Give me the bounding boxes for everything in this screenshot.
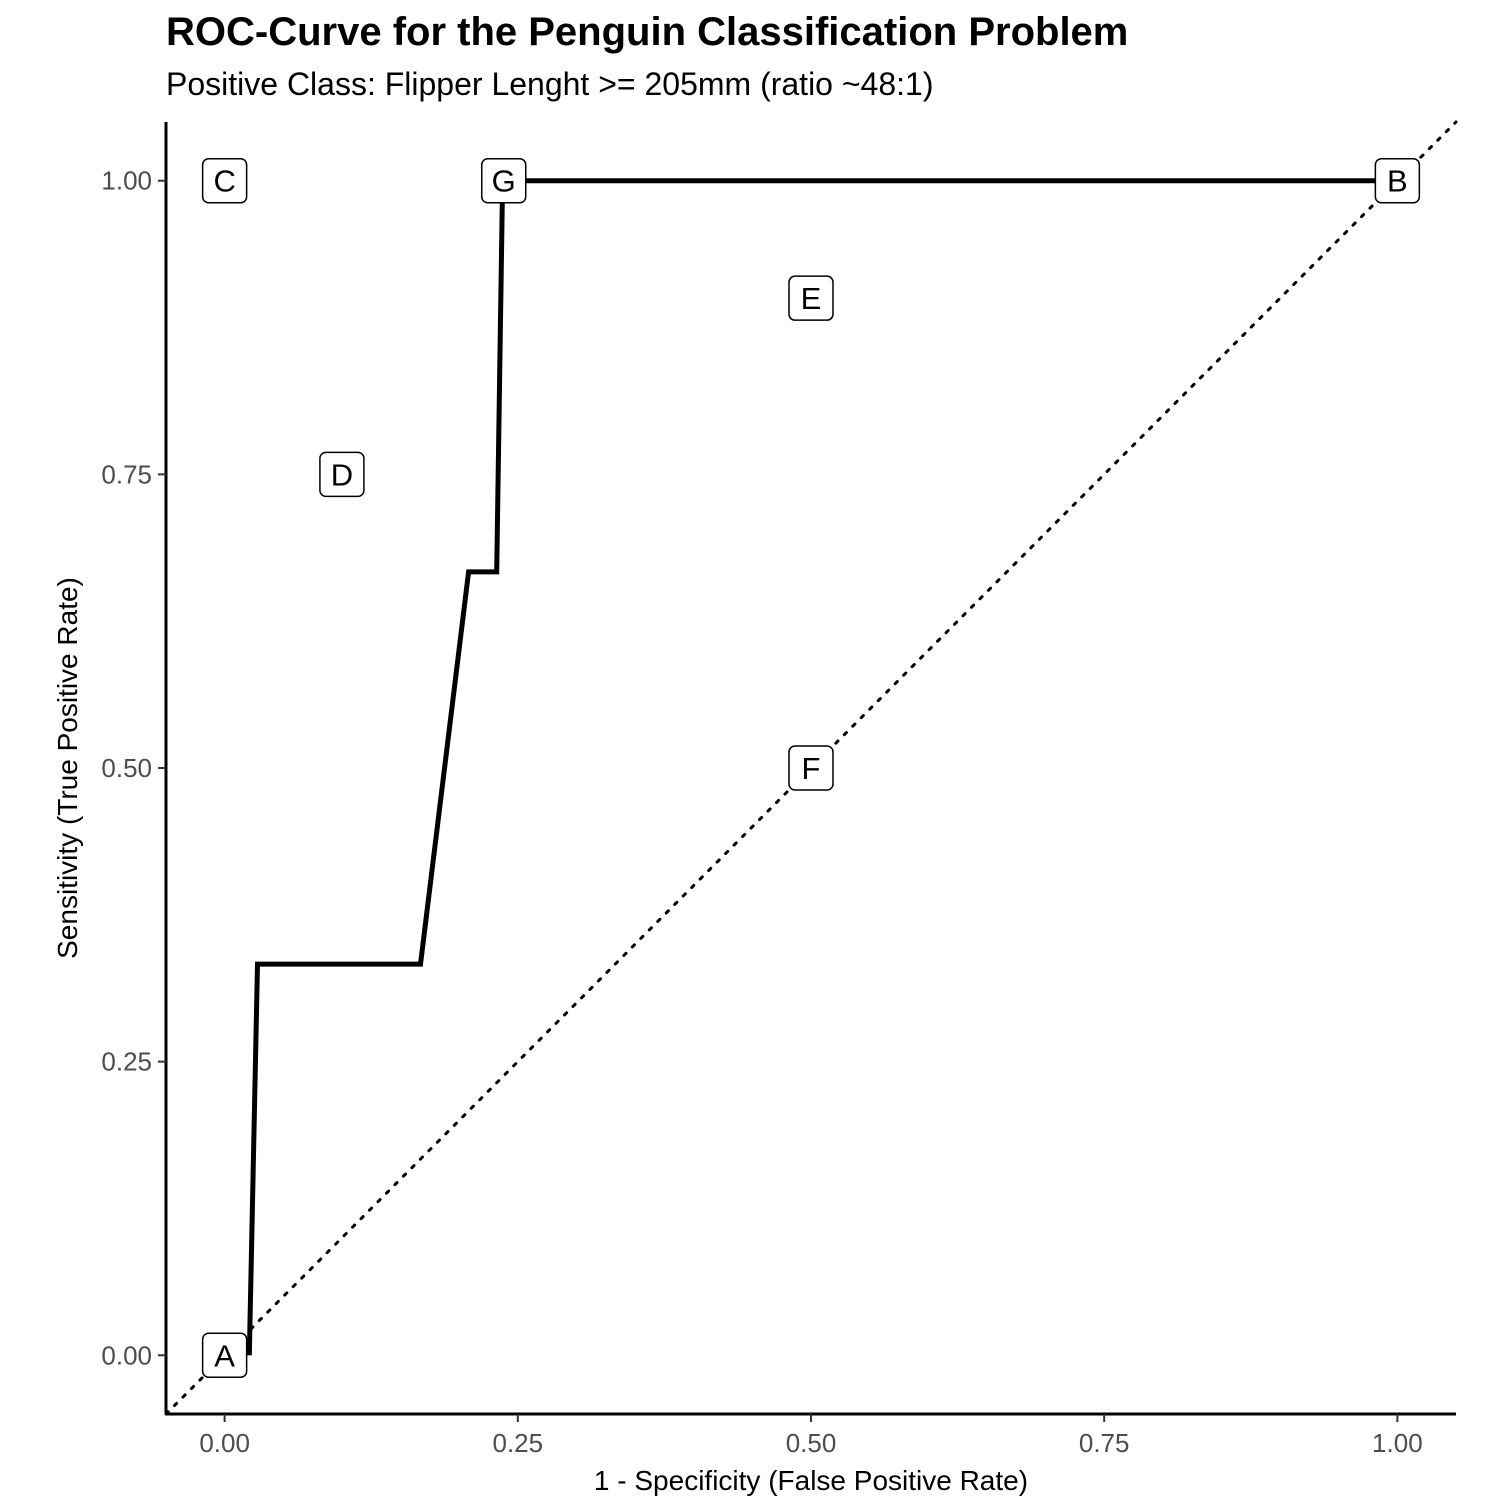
- x-tick-label: 0.50: [786, 1428, 837, 1458]
- point-label-box: [788, 275, 834, 321]
- x-tick-label: 0.00: [199, 1428, 250, 1458]
- y-tick-label: 0.50: [101, 753, 152, 783]
- y-tick-label: 1.00: [101, 166, 152, 196]
- point-label: E: [801, 281, 822, 316]
- point-label: B: [1387, 164, 1408, 199]
- point-label: D: [331, 457, 353, 492]
- plot-area: 0.00 0.25 0.50 0.75 1.00 0.00 0.25 0.50 0.75 1.00…: [101, 120, 1458, 1458]
- point-label-box: [788, 745, 834, 791]
- point-label: F: [802, 751, 821, 786]
- point-label-box: [319, 451, 365, 498]
- x-axis-title: 1 - Specificity (False Positive Rate): [594, 1465, 1028, 1496]
- x-tick-label: 0.75: [1079, 1428, 1130, 1458]
- y-tick-label: 0.00: [101, 1340, 152, 1370]
- chart-title: ROC-Curve for the Penguin Classification…: [166, 10, 1129, 54]
- y-axis-title: Sensitivity (True Positive Rate): [52, 577, 83, 959]
- chart-subtitle: Positive Class: Flipper Lenght >= 205mm …: [166, 66, 934, 102]
- x-tick-label: 1.00: [1372, 1428, 1423, 1458]
- y-tick-label: 0.25: [101, 1047, 152, 1077]
- point-label-box: [480, 157, 527, 204]
- point-label-box: [201, 1332, 248, 1379]
- point-label-box: [201, 157, 248, 204]
- y-tick-label: 0.75: [101, 459, 152, 489]
- point-label: A: [214, 1338, 235, 1373]
- point-label: G: [492, 164, 516, 199]
- point-label-box: [1374, 157, 1421, 204]
- point-label: C: [213, 164, 235, 199]
- x-tick-label: 0.25: [493, 1428, 544, 1458]
